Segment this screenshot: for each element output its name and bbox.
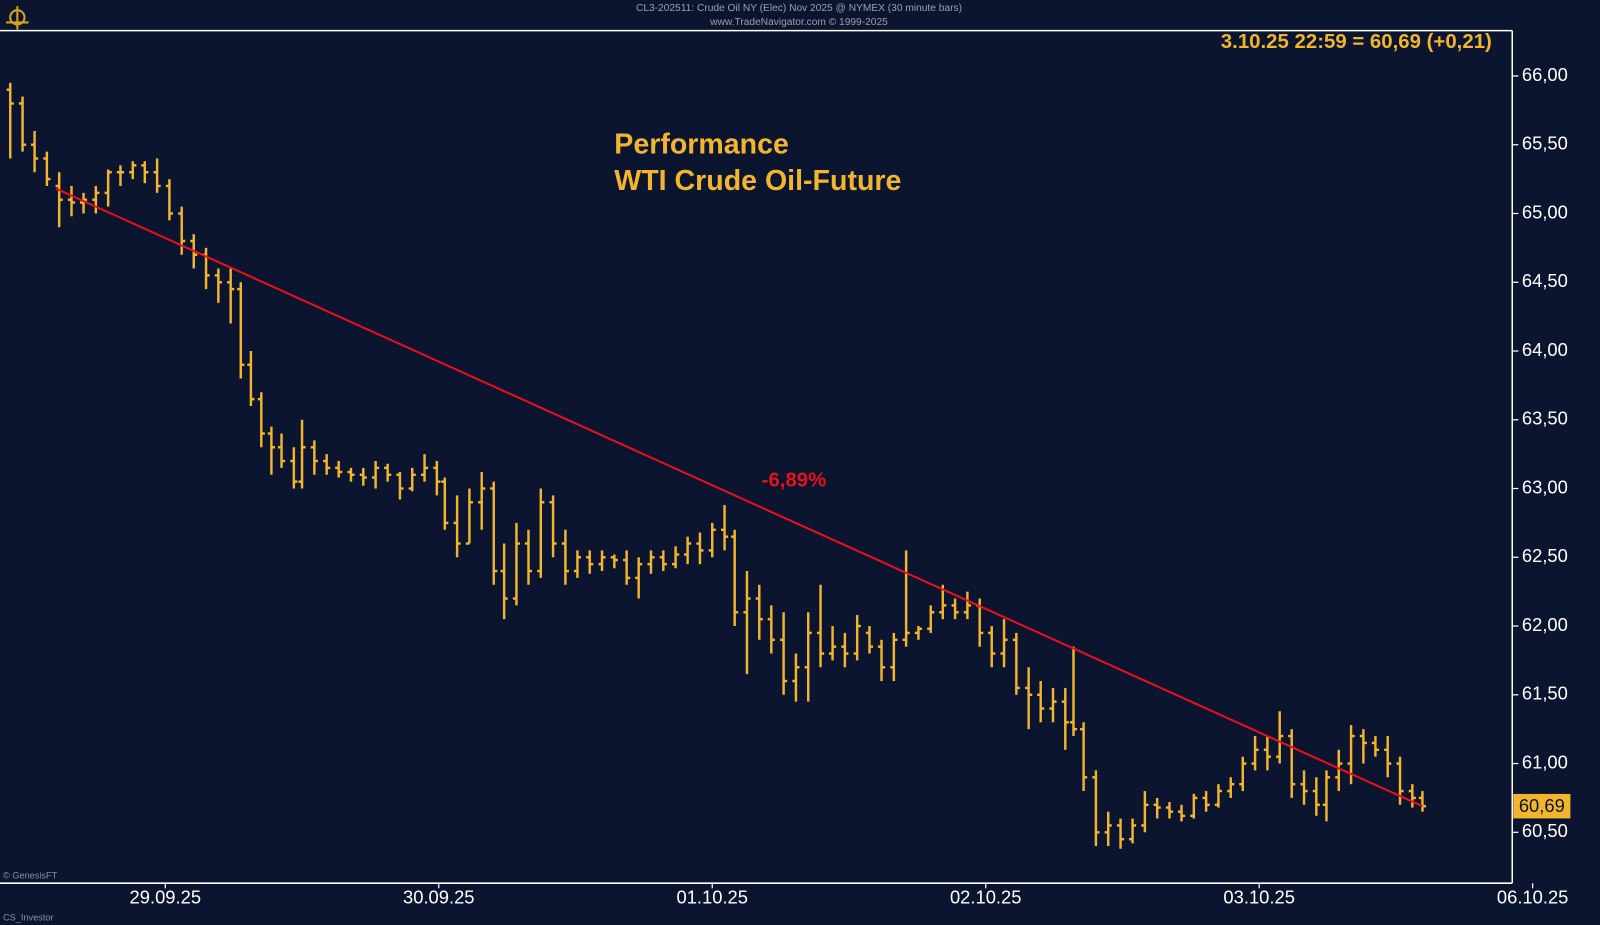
last-price-label: 60,69 [1519, 795, 1565, 816]
x-tick-label: 06.10.25 [1497, 886, 1568, 907]
y-tick-label: 62,50 [1522, 545, 1568, 566]
y-tick-label: 60,50 [1522, 820, 1568, 841]
y-tick-label: 61,50 [1522, 683, 1568, 704]
x-tick-label: 01.10.25 [677, 886, 748, 907]
source-line: www.TradeNavigator.com © 1999-2025 [709, 17, 888, 28]
y-tick-label: 63,00 [1522, 476, 1568, 497]
chart-title: Performance [614, 128, 789, 160]
y-tick-label: 65,50 [1522, 133, 1568, 154]
logo [6, 6, 29, 30]
status-line: 3.10.25 22:59 = 60,69 (+0,21) [1221, 31, 1492, 53]
source-line: CL3-202511: Crude Oil NY (Elec) Nov 2025… [636, 3, 962, 14]
y-tick-label: 62,00 [1522, 614, 1568, 635]
x-tick-label: 02.10.25 [950, 886, 1021, 907]
x-tick-label: 03.10.25 [1223, 886, 1294, 907]
credit: CS_Investor [3, 912, 53, 922]
y-tick-label: 61,00 [1522, 751, 1568, 772]
trendline-label: -6,89% [762, 470, 827, 492]
y-tick-label: 64,50 [1522, 270, 1568, 291]
y-tick-label: 64,00 [1522, 339, 1568, 360]
y-tick-label: 65,00 [1522, 201, 1568, 222]
y-tick-label: 63,50 [1522, 408, 1568, 429]
credit: © GenesisFT [3, 870, 58, 880]
last-price-box [1513, 793, 1571, 819]
x-tick-label: 30.09.25 [403, 886, 474, 907]
chart-subtitle: WTI Crude Oil-Future [614, 165, 901, 197]
trendline [55, 187, 1423, 808]
y-tick-label: 66,00 [1522, 64, 1568, 85]
x-tick-label: 29.09.25 [130, 886, 201, 907]
